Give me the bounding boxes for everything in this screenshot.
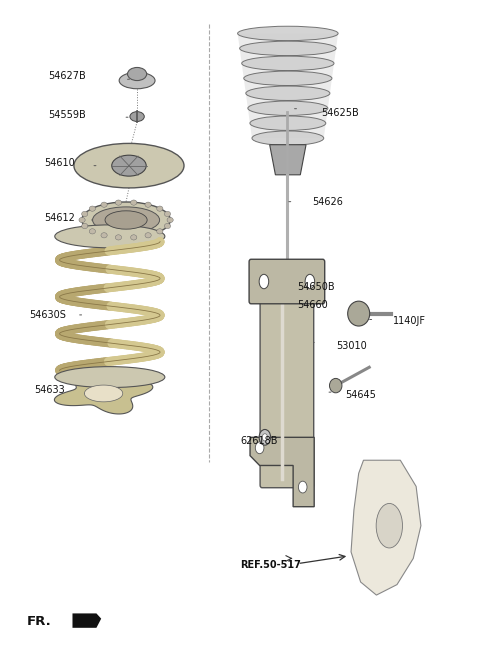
Polygon shape	[270, 145, 306, 174]
Ellipse shape	[240, 41, 336, 56]
Ellipse shape	[131, 235, 137, 240]
Ellipse shape	[115, 200, 121, 205]
Polygon shape	[238, 33, 338, 138]
Ellipse shape	[89, 229, 96, 234]
Ellipse shape	[252, 131, 324, 146]
Text: 54633: 54633	[34, 385, 65, 395]
Ellipse shape	[167, 217, 173, 222]
Ellipse shape	[112, 155, 146, 176]
Text: FR.: FR.	[27, 615, 52, 628]
Ellipse shape	[262, 434, 267, 441]
Text: 54610: 54610	[44, 158, 74, 168]
Text: 62618B: 62618B	[240, 436, 277, 445]
Text: 54660: 54660	[298, 300, 328, 310]
Ellipse shape	[259, 430, 271, 445]
Text: 54626: 54626	[312, 197, 343, 207]
Ellipse shape	[79, 217, 85, 222]
Ellipse shape	[105, 211, 147, 229]
Polygon shape	[351, 461, 421, 595]
Ellipse shape	[74, 144, 184, 188]
Text: 53010: 53010	[336, 341, 366, 352]
Ellipse shape	[131, 200, 137, 205]
Ellipse shape	[130, 112, 144, 121]
Ellipse shape	[156, 206, 163, 211]
Ellipse shape	[246, 86, 330, 100]
Text: REF.50-517: REF.50-517	[240, 560, 301, 570]
Ellipse shape	[242, 56, 334, 71]
Ellipse shape	[93, 207, 159, 233]
FancyBboxPatch shape	[249, 259, 324, 304]
Text: 54650B: 54650B	[298, 283, 335, 293]
Ellipse shape	[115, 235, 121, 240]
Text: 1140JF: 1140JF	[393, 316, 426, 327]
Ellipse shape	[55, 367, 165, 388]
Ellipse shape	[164, 211, 170, 216]
Ellipse shape	[250, 116, 326, 131]
Ellipse shape	[238, 26, 338, 41]
Text: 54645: 54645	[345, 390, 376, 400]
Polygon shape	[250, 438, 314, 506]
Ellipse shape	[82, 211, 88, 216]
Ellipse shape	[128, 68, 147, 81]
Ellipse shape	[101, 202, 107, 207]
Ellipse shape	[255, 442, 264, 454]
Text: 54627B: 54627B	[48, 71, 86, 81]
Ellipse shape	[164, 224, 170, 229]
Ellipse shape	[55, 225, 165, 248]
Polygon shape	[84, 385, 123, 402]
Ellipse shape	[376, 503, 403, 548]
Ellipse shape	[299, 482, 307, 493]
Ellipse shape	[101, 233, 107, 238]
Polygon shape	[72, 613, 101, 628]
Ellipse shape	[82, 202, 170, 238]
FancyBboxPatch shape	[260, 281, 314, 487]
Text: 54559B: 54559B	[48, 110, 86, 120]
Polygon shape	[54, 373, 153, 414]
Ellipse shape	[248, 101, 328, 115]
Ellipse shape	[305, 274, 315, 289]
Ellipse shape	[145, 202, 151, 207]
Ellipse shape	[119, 72, 155, 89]
Text: 54630S: 54630S	[29, 310, 66, 320]
Ellipse shape	[89, 206, 96, 211]
Ellipse shape	[82, 224, 88, 229]
Ellipse shape	[329, 379, 342, 393]
Ellipse shape	[156, 229, 163, 234]
Ellipse shape	[259, 274, 269, 289]
Ellipse shape	[244, 71, 332, 85]
Text: 54625B: 54625B	[322, 108, 359, 118]
Ellipse shape	[348, 301, 370, 326]
Ellipse shape	[145, 233, 151, 238]
Text: 54612: 54612	[44, 213, 75, 223]
